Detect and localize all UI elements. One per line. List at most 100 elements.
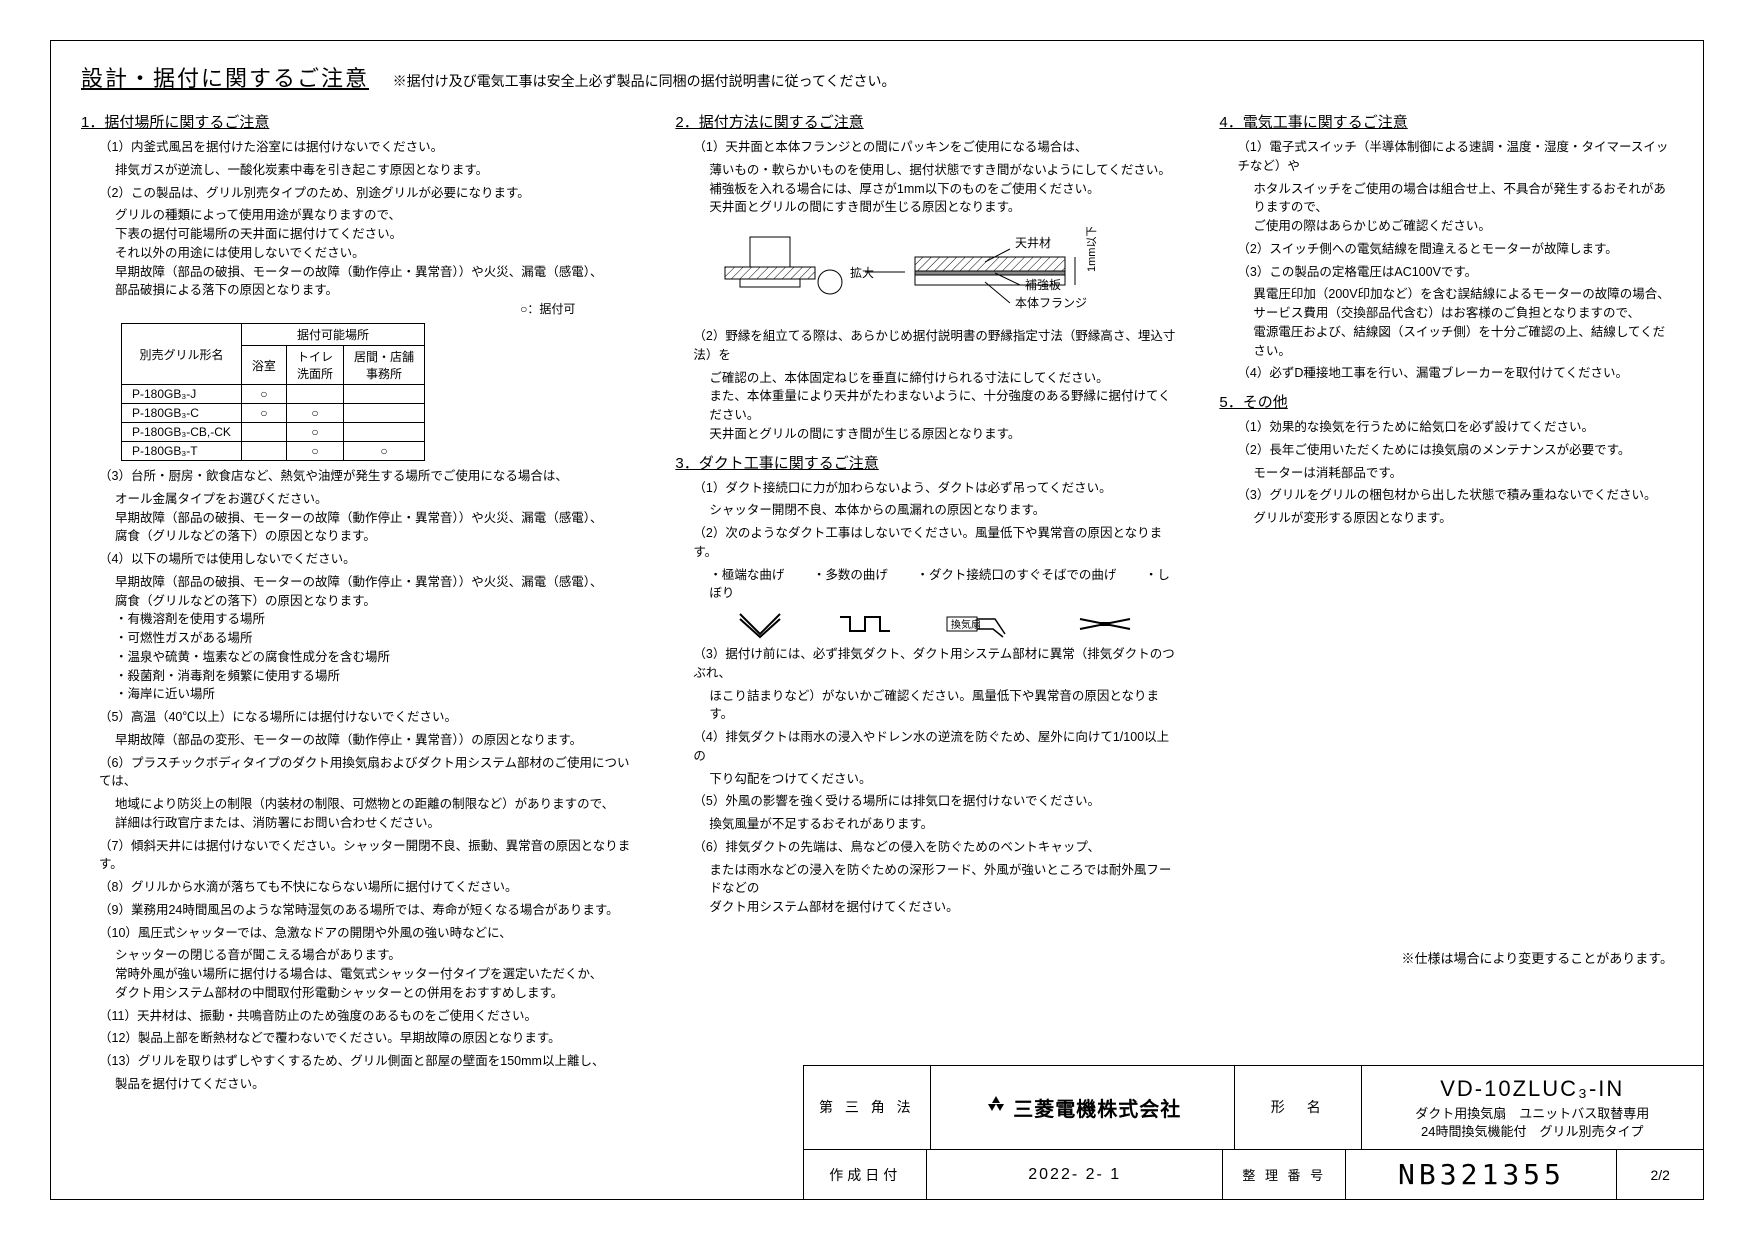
mounting-diagram: 拡大 天井材 補強板 本体フランジ 1mm以下 (715, 227, 1179, 317)
c: ○ (286, 423, 343, 442)
column-1: 1．据付場所に関するご注意 （1）内釜式風呂を据付けた浴室には据付けないでくださ… (81, 103, 635, 1094)
s1-title: 1．据付場所に関するご注意 (81, 111, 635, 132)
s1-i2c: 下表の据付可能場所の天井面に据付けてください。 (115, 225, 635, 244)
s3-i6b: または雨水などの浸入を防ぐための深形フード、外風が強いところでは耐外風フードなど… (709, 861, 1179, 899)
r1: P-180GB₃-J (122, 385, 242, 404)
s1-i10c: 常時外風が強い場所に据付ける場合は、電気式シャッター付タイプを選定いただくか、 (115, 965, 635, 984)
s2-i1: （1）天井面と本体フランジとの間にパッキンをご使用になる場合は、 (693, 138, 1179, 157)
main-title: 設計・据付に関するご注意 (81, 61, 369, 93)
squeeze-icon (1075, 609, 1135, 639)
s1-i2d: それ以外の用途には使用しないでください。 (115, 244, 635, 263)
s4-i1c: ご使用の際はあらかじめご確認ください。 (1253, 217, 1673, 236)
s4-title: 4．電気工事に関するご注意 (1219, 111, 1673, 132)
s5-i2: （2）長年ご使用いただくためには換気扇のメンテナンスが必要です。 (1237, 441, 1673, 460)
s1-i5: （5）高温（40℃以上）になる場所には据付けないでください。 (99, 708, 635, 727)
c: ○ (286, 442, 343, 461)
c: ○ (241, 404, 286, 423)
s5-i2b: モーターは消耗部品です。 (1253, 464, 1673, 483)
model-sub1: ダクト用換気扇 ユニットバス取替専用 (1415, 1105, 1649, 1123)
s1-i4d: ・有機溶剤を使用する場所 (115, 610, 635, 629)
th-toilet: トイレ 洗面所 (286, 346, 343, 385)
th-room: 居間・店舗 事務所 (343, 346, 424, 385)
date-value: 2022- 2- 1 (927, 1150, 1223, 1199)
s1-i2: （2）この製品は、グリル別売タイプのため、別途グリルが必要になります。 (99, 184, 635, 203)
table-note: ○：据付可 (81, 300, 575, 317)
c: ○ (241, 385, 286, 404)
s1-i10: （10）風圧式シャッターでは、急激なドアの開閉や外風の強い時などに、 (99, 924, 635, 943)
l3: ・ダクト接続口のすぐそばでの曲げ (916, 568, 1116, 582)
s5-title: 5．その他 (1219, 391, 1673, 412)
s1-i4f: ・温泉や硫黄・塩素などの腐食性成分を含む場所 (115, 648, 635, 667)
th-bath: 浴室 (241, 346, 286, 385)
column-3: 4．電気工事に関するご注意 （1）電子式スイッチ（半導体制御による速調・温度・湿… (1219, 103, 1673, 1094)
svg-text:換気扇: 換気扇 (951, 618, 981, 631)
lbl-plate: 補強板 (1025, 278, 1061, 292)
s1-i8: （8）グリルから水滴が落ちても不快にならない場所に据付けてください。 (99, 878, 635, 897)
s1-i4: （4）以下の場所では使用しないでください。 (99, 550, 635, 569)
s1-i4c: 腐食（グリルなどの落下）の原因となります。 (115, 592, 635, 611)
r3: P-180GB₃-CB,-CK (122, 423, 242, 442)
s3-i2-labels: ・極端な曲げ ・多数の曲げ ・ダクト接続口のすぐそばでの曲げ ・しぼり (709, 566, 1179, 604)
s1-i4g: ・殺菌剤・消毒剤を頻繁に使用する場所 (115, 667, 635, 686)
date-label: 作成日付 (804, 1150, 927, 1199)
s1-i4h: ・海岸に近い場所 (115, 685, 635, 704)
s1-i9: （9）業務用24時間風呂のような常時湿気のある場所では、寿命が短くなる場合があり… (99, 901, 635, 920)
lbl-flange: 本体フランジ (1015, 296, 1087, 310)
s2-i1d: 天井面とグリルの間にすき間が生じる原因となります。 (709, 198, 1179, 217)
near-bend-icon: 換気扇 (945, 609, 1025, 639)
s1-i3d: 腐食（グリルなどの落下）の原因となります。 (115, 527, 635, 546)
s1-i2e: 早期故障（部品の破損、モーターの故障（動作停止・異常音））や火災、漏電（感電）、 (115, 263, 635, 282)
s1-i6b: 地域により防災上の制限（内装材の制限、可燃物との距離の制限など）がありますので、 (115, 795, 635, 814)
s1-i13: （13）グリルを取りはずしやすくするため、グリル側面と部屋の壁面を150mm以上… (99, 1052, 635, 1071)
s3-i5: （5）外風の影響を強く受ける場所には排気口を据付けないでください。 (693, 792, 1179, 811)
s3-i3: （3）据付け前には、必ず排気ダクト、ダクト用システム部材に異常（排気ダクトのつぶ… (693, 645, 1179, 683)
s3-i1: （1）ダクト接続口に力が加わらないよう、ダクトは必ず吊ってください。 (693, 479, 1179, 498)
s3-i5b: 換気風量が不足するおそれがあります。 (709, 815, 1179, 834)
s3-title: 3．ダクト工事に関するご注意 (675, 452, 1179, 473)
s1-i2b: グリルの種類によって使用用途が異なりますので、 (115, 206, 635, 225)
page-number: 2/2 (1617, 1150, 1703, 1199)
s1-i10d: ダクト用システム部材の中間取付形電動シャッターとの併用をおすすめします。 (115, 984, 635, 1003)
model-sub2: 24時間換気機能付 グリル別売タイプ (1421, 1123, 1643, 1141)
s1-i1: （1）内釜式風呂を据付けた浴室には据付けないでください。 (99, 138, 635, 157)
s4-i3d: 電源電圧および、結線図（スイッチ側）を十分ご確認の上、結線してください。 (1253, 323, 1673, 361)
model-label: 形 名 (1235, 1066, 1362, 1149)
c: ○ (286, 404, 343, 423)
s2-i2d: 天井面とグリルの間にすき間が生じる原因となります。 (709, 425, 1179, 444)
s1-i13b: 製品を据付けてください。 (115, 1075, 635, 1094)
duct-icons: 換気扇 (735, 609, 1179, 639)
s5-i3: （3）グリルをグリルの梱包材から出した状態で積み重ねないでください。 (1237, 486, 1673, 505)
multi-bend-icon (835, 609, 895, 639)
s5-i3b: グリルが変形する原因となります。 (1253, 509, 1673, 528)
lbl-1mm: 1mm以下 (1086, 227, 1098, 272)
s2-title: 2．据付方法に関するご注意 (675, 111, 1179, 132)
s1-i3c: 早期故障（部品の破損、モーターの故障（動作停止・異常音））や火災、漏電（感電）、 (115, 509, 635, 528)
s1-i3: （3）台所・厨房・飲食店など、熱気や油煙が発生する場所でご使用になる場合は、 (99, 467, 635, 486)
r4: P-180GB₃-T (122, 442, 242, 461)
s1-i1b: 排気ガスが逆流し、一酸化炭素中毒を引き起こす原因となります。 (115, 161, 635, 180)
s2-i1b: 薄いもの・軟らかいものを使用し、据付状態ですき間がないようにしてください。 (709, 161, 1179, 180)
bend-icon (735, 609, 785, 639)
grill-table: 別売グリル形名 据付可能場所 浴室 トイレ 洗面所 居間・店舗 事務所 P-18… (121, 323, 425, 461)
s3-i6c: ダクト用システム部材を据付けてください。 (709, 898, 1179, 917)
s3-i1b: シャッター開閉不良、本体からの風漏れの原因となります。 (709, 501, 1179, 520)
s1-i3b: オール金属タイプをお選びください。 (115, 490, 635, 509)
s4-i1: （1）電子式スイッチ（半導体制御による速調・温度・湿度・タイマースイッチなど）や (1237, 138, 1673, 176)
s1-i5b: 早期故障（部品の変形、モーターの故障（動作停止・異常音））の原因となります。 (115, 731, 635, 750)
r2: P-180GB₃-C (122, 404, 242, 423)
column-2: 2．据付方法に関するご注意 （1）天井面と本体フランジとの間にパッキンをご使用に… (675, 103, 1179, 1094)
s3-i3b: ほこり詰まりなど）がないかご確認ください。風量低下や異常音の原因となります。 (709, 687, 1179, 725)
s2-i1c: 補強板を入れる場合には、厚さが1mm以下のものをご使用ください。 (709, 180, 1179, 199)
l2: ・多数の曲げ (813, 568, 888, 582)
company-logo: 三菱電機株式会社 (931, 1066, 1235, 1149)
title-block: 第 三 角 法 三菱電機株式会社 形 名 VD-10ZLUC₃-IN ダクト用換… (803, 1065, 1703, 1199)
projection-label: 第 三 角 法 (804, 1066, 931, 1149)
s2-i2: （2）野縁を組立てる際は、あらかじめ据付説明書の野縁指定寸法（野縁高さ、埋込寸法… (693, 327, 1179, 365)
company-name: 三菱電機株式会社 (1013, 1093, 1181, 1122)
s1-i10b: シャッターの閉じる音が聞こえる場合があります。 (115, 946, 635, 965)
s2-i2b: ご確認の上、本体固定ねじを垂直に締付けられる寸法にしてください。 (709, 369, 1179, 388)
lbl-zoom: 拡大 (850, 266, 874, 280)
mitsubishi-icon (983, 1096, 1009, 1118)
s1-i4e: ・可燃性ガスがある場所 (115, 629, 635, 648)
s4-i3c: サービス費用（交換部品代含む）はお客様のご負担となりますので、 (1253, 304, 1673, 323)
